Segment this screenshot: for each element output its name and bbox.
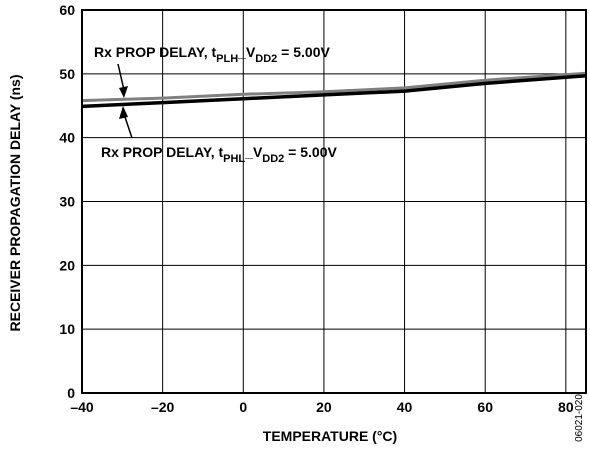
series-line-tplh (81, 71, 587, 103)
y-tick-label: 60 (59, 2, 75, 18)
series-line-tphl (81, 73, 587, 109)
x-tick-label: 20 (316, 399, 332, 415)
x-tick-label: 60 (477, 399, 493, 415)
y-tick-label: 30 (59, 194, 75, 210)
x-tick-label: 40 (397, 399, 413, 415)
y-tick-label: 40 (59, 130, 75, 146)
y-tick-label: 0 (67, 385, 75, 401)
annotation-phl-sub1: PHL (223, 153, 245, 165)
x-tick-label: 80 (558, 399, 574, 415)
annotation-plh-sub2: DD2 (255, 53, 277, 65)
x-tick-label: –40 (70, 399, 94, 415)
annotation-plh-mid: _V (237, 44, 256, 60)
x-tick-label: 0 (239, 399, 247, 415)
annotation-plh-sub1: PLH (216, 53, 238, 65)
x-axis-label: TEMPERATURE (°C) (263, 428, 397, 444)
annotation-plh: Rx PROP DELAY, tPLH_VDD2 = 5.00V (94, 44, 331, 65)
annotation-phl-arrowhead (119, 106, 128, 119)
plot-frame (81, 9, 587, 394)
annotation-phl: Rx PROP DELAY, tPHL_VDD2 = 5.00V (101, 144, 338, 165)
annotation-plh-prefix: Rx PROP DELAY, t (94, 44, 216, 60)
y-tick-labels: 0 10 20 30 40 50 60 (59, 2, 75, 401)
annotation-plh-suffix: = 5.00V (277, 44, 330, 60)
x-tick-label: –20 (151, 399, 175, 415)
y-tick-label: 50 (59, 66, 75, 82)
annotation-phl-sub2: DD2 (262, 153, 284, 165)
annotation-phl-suffix: = 5.00V (284, 144, 337, 160)
annotation-phl-mid: _V (244, 144, 263, 160)
y-axis-label: RECEIVER PROPAGATION DELAY (ns) (7, 75, 23, 332)
annotation-phl-arrow (123, 113, 133, 139)
annotation-plh-arrow (117, 63, 125, 91)
grid (81, 9, 586, 394)
x-tick-labels: –40 –20 0 20 40 60 80 (70, 399, 574, 415)
series-layer (81, 71, 587, 109)
figure-id: 06021-020 (574, 394, 585, 442)
annotation-plh-arrowhead (119, 86, 128, 98)
y-tick-label: 20 (59, 257, 75, 273)
y-tick-label: 10 (59, 321, 75, 337)
annotation-phl-prefix: Rx PROP DELAY, t (101, 144, 223, 160)
